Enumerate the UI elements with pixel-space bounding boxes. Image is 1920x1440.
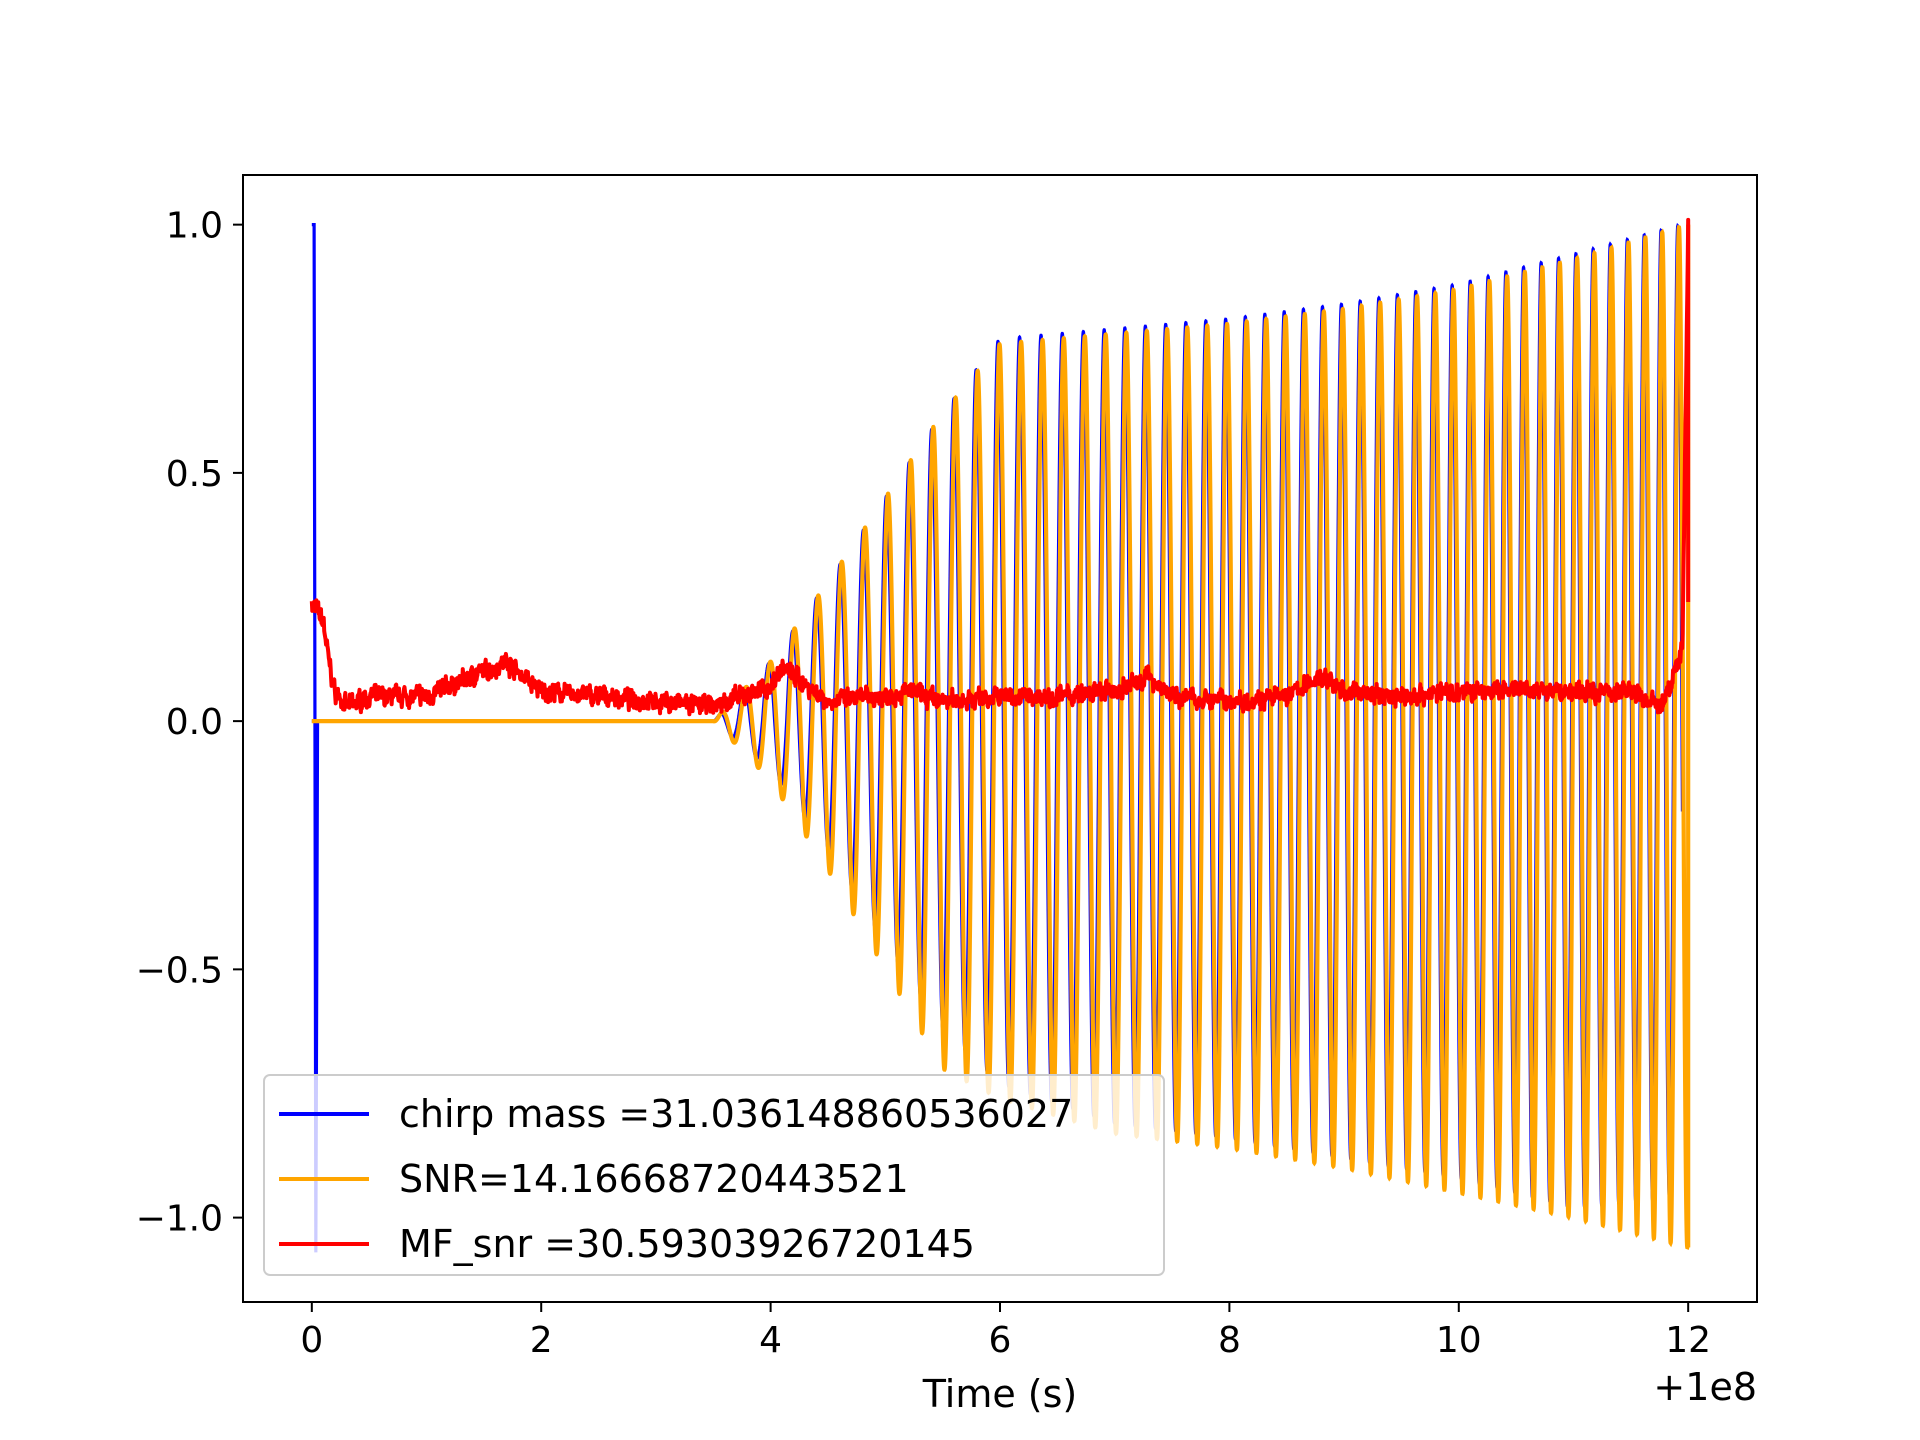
plot-area [309,217,1691,1253]
legend-entry-label: SNR=14.16668720443521 [399,1157,909,1201]
x-tick-label: 12 [1665,1320,1711,1361]
series-snr-line [311,224,1691,1250]
x-axis-offset-label: +1e8 [1653,1365,1757,1409]
y-tick-label: −1.0 [136,1199,223,1240]
y-tick-label: 0.5 [166,454,223,495]
x-axis-label: Time (s) [922,1372,1078,1416]
y-tick-label: 0.0 [166,702,223,743]
legend-entry-label: chirp mass =31.036148860536027 [399,1092,1073,1136]
legend: chirp mass =31.036148860536027 SNR=14.166… [263,1074,1165,1276]
x-tick-label: 0 [300,1320,323,1361]
y-axis: 1.0 0.5 0.0 −0.5 −1.0 [136,206,243,1240]
x-axis: 0 2 4 6 8 10 12 [300,1302,1711,1361]
x-tick-label: 6 [989,1320,1012,1361]
legend-box [263,1074,1165,1276]
x-tick-label: 8 [1218,1320,1241,1361]
series-mf-snr-line [309,217,1691,717]
x-tick-label: 2 [530,1320,553,1361]
y-tick-label: 1.0 [166,206,223,247]
y-tick-label: −0.5 [136,950,223,991]
x-tick-label: 4 [759,1320,782,1361]
legend-entry-label: MF_snr =30.59303926720145 [399,1222,975,1266]
x-tick-label: 10 [1436,1320,1482,1361]
